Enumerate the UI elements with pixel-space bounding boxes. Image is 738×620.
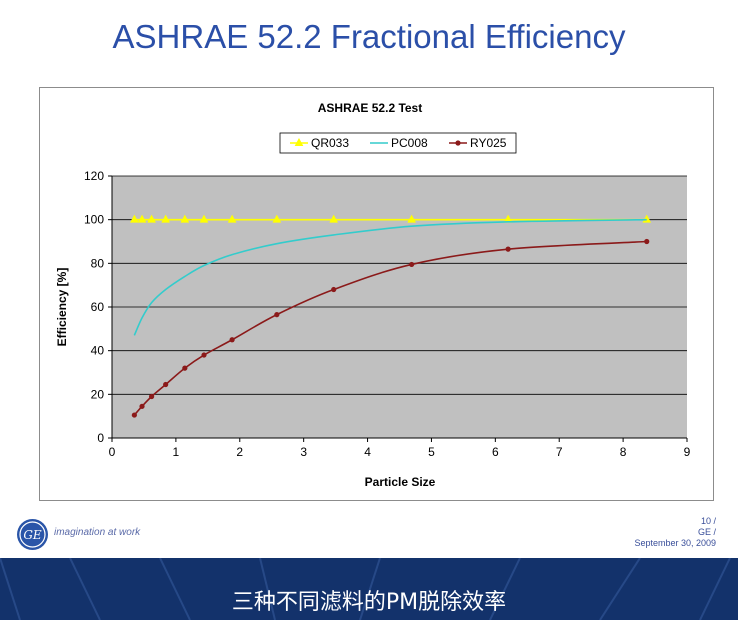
point-QR033-6 <box>227 214 237 223</box>
y-tick-label-3: 60 <box>91 300 105 314</box>
point-RY025-1 <box>139 403 145 409</box>
bottom-banner <box>0 558 738 620</box>
ge-logo-icon: GE <box>17 519 48 550</box>
efficiency-chart: ASHRAE 52.2 Test QR033 PC008 RY025 0204060… <box>55 101 691 489</box>
gridlines <box>112 175 687 395</box>
x-tick-label-3: 3 <box>300 445 307 459</box>
chart-title: ASHRAE 52.2 Test <box>318 101 422 115</box>
x-tick-label-0: 0 <box>109 445 116 459</box>
series-layer <box>130 214 652 418</box>
point-RY025-2 <box>149 393 155 400</box>
legend-box <box>279 132 517 154</box>
x-axis-label: Particle Size <box>365 475 436 489</box>
x-tick-label-4: 4 <box>364 445 371 459</box>
x-tick-label-8: 8 <box>620 445 627 459</box>
point-QR033-7 <box>272 214 282 223</box>
legend-label-QR033: QR033 <box>311 136 349 150</box>
point-RY025-3 <box>163 381 169 388</box>
y-tick-label-5: 100 <box>84 213 104 227</box>
logo-text: GE <box>23 528 42 542</box>
legend-marker-QR033 <box>294 137 304 146</box>
point-QR033-4 <box>180 214 190 223</box>
legend-label-RY025: RY025 <box>470 136 507 150</box>
point-RY025-10 <box>505 246 511 252</box>
footer-company: GE / <box>697 527 716 537</box>
footer-page: 10 / <box>700 516 716 526</box>
series-RY025 <box>131 238 650 418</box>
slide-title: ASHRAE 52.2 Fractional Efficiency <box>112 18 626 55</box>
point-RY025-4 <box>182 365 188 371</box>
series-QR033 <box>130 214 652 223</box>
x-tick-label-7: 7 <box>556 445 563 459</box>
point-QR033-2 <box>147 214 156 223</box>
point-RY025-9 <box>409 261 415 268</box>
point-RY025-0 <box>131 412 137 418</box>
chart-legend: QR033 PC008 RY025 <box>279 132 517 154</box>
chart-frame: ASHRAE 52.2 Test QR033 PC008 RY025 0 20 40 60… <box>39 87 714 501</box>
y-tick-label-1: 20 <box>91 387 105 401</box>
point-RY025-6 <box>229 337 235 343</box>
point-QR033-1 <box>137 214 147 223</box>
x-tick-label-2: 2 <box>236 445 243 459</box>
x-tick-label-1: 1 <box>173 445 180 459</box>
footer-date: September 30, 2009 <box>634 538 716 548</box>
banner-text: 三种不同滤料的PM脱除效率 <box>231 590 507 615</box>
x-tick-label-9: 9 <box>684 445 691 459</box>
y-tick-label-6: 120 <box>84 169 104 183</box>
legend-marker-RY025 <box>455 140 461 146</box>
banner-pattern <box>0 558 731 620</box>
legend-label-PC008: PC008 <box>391 136 428 150</box>
point-QR033-0 <box>130 214 139 223</box>
point-QR033-8 <box>329 214 339 223</box>
point-RY025-11 <box>644 238 650 245</box>
point-QR033-3 <box>161 214 171 223</box>
point-QR033-5 <box>199 214 209 223</box>
point-RY025-5 <box>201 352 207 358</box>
x-tick-label-5: 5 <box>428 445 435 459</box>
point-RY025-8 <box>331 286 337 293</box>
y-tick-label-2: 40 <box>91 344 105 358</box>
y-axis-label: Efficiency [%] <box>55 268 69 347</box>
series-PC008 <box>133 218 647 336</box>
footer-info: 10 / GE / September 30, 2009 <box>634 516 716 549</box>
y-tick-label-4: 80 <box>91 256 105 270</box>
point-QR033-9 <box>407 214 416 223</box>
tick-labels: 0 20 40 60 80 100 120 0 1 2 3 4 5 6 7 8 9 <box>84 169 691 459</box>
point-RY025-7 <box>274 312 280 318</box>
series-line-PC008 <box>133 218 647 336</box>
y-tick-label-0: 0 <box>97 431 104 445</box>
x-tick-label-6: 6 <box>492 445 499 459</box>
tagline: imagination at work <box>54 527 141 538</box>
